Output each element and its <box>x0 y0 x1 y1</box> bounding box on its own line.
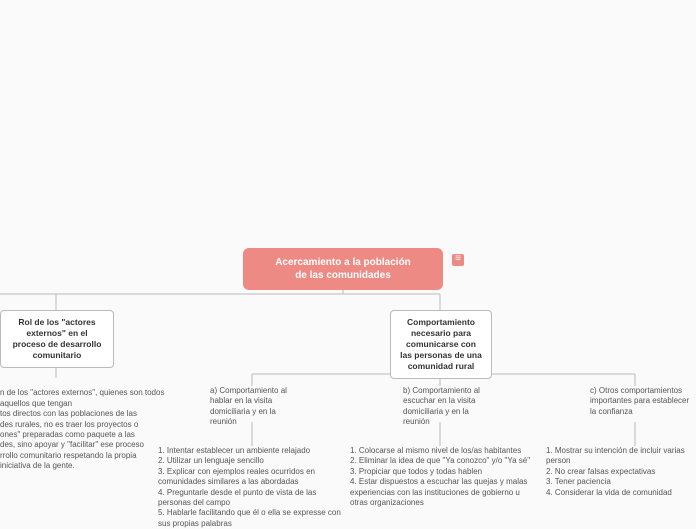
right-box[interactable]: Comportamiento necesario para comunicars… <box>390 310 492 379</box>
sub-c-title: c) Otros comportamientos importantes par… <box>590 386 690 417</box>
root-label: Acercamiento a la población de las comun… <box>275 257 411 281</box>
sub-c-items: 1. Mostrar su intención de incluir varia… <box>546 446 696 498</box>
sub-a-items: 1. Intentar establecer un ambiente relaj… <box>158 446 343 529</box>
sub-b-title: b) Comportamiento al escuchar en la visi… <box>403 386 493 428</box>
root-node[interactable]: Acercamiento a la población de las comun… <box>243 248 443 290</box>
left-box-text: Rol de los "actores externos" en el proc… <box>13 317 102 360</box>
left-box[interactable]: Rol de los "actores externos" en el proc… <box>0 310 114 368</box>
hamburger-icon[interactable]: ≡ <box>452 254 464 266</box>
sub-b-items: 1. Colocarse al mismo nivel de los/as ha… <box>350 446 535 508</box>
sub-a-title: a) Comportamiento al hablar en la visita… <box>210 386 300 428</box>
right-box-text: Comportamiento necesario para comunicars… <box>400 317 482 371</box>
left-desc: n de los "actores externos", quienes son… <box>0 378 180 472</box>
